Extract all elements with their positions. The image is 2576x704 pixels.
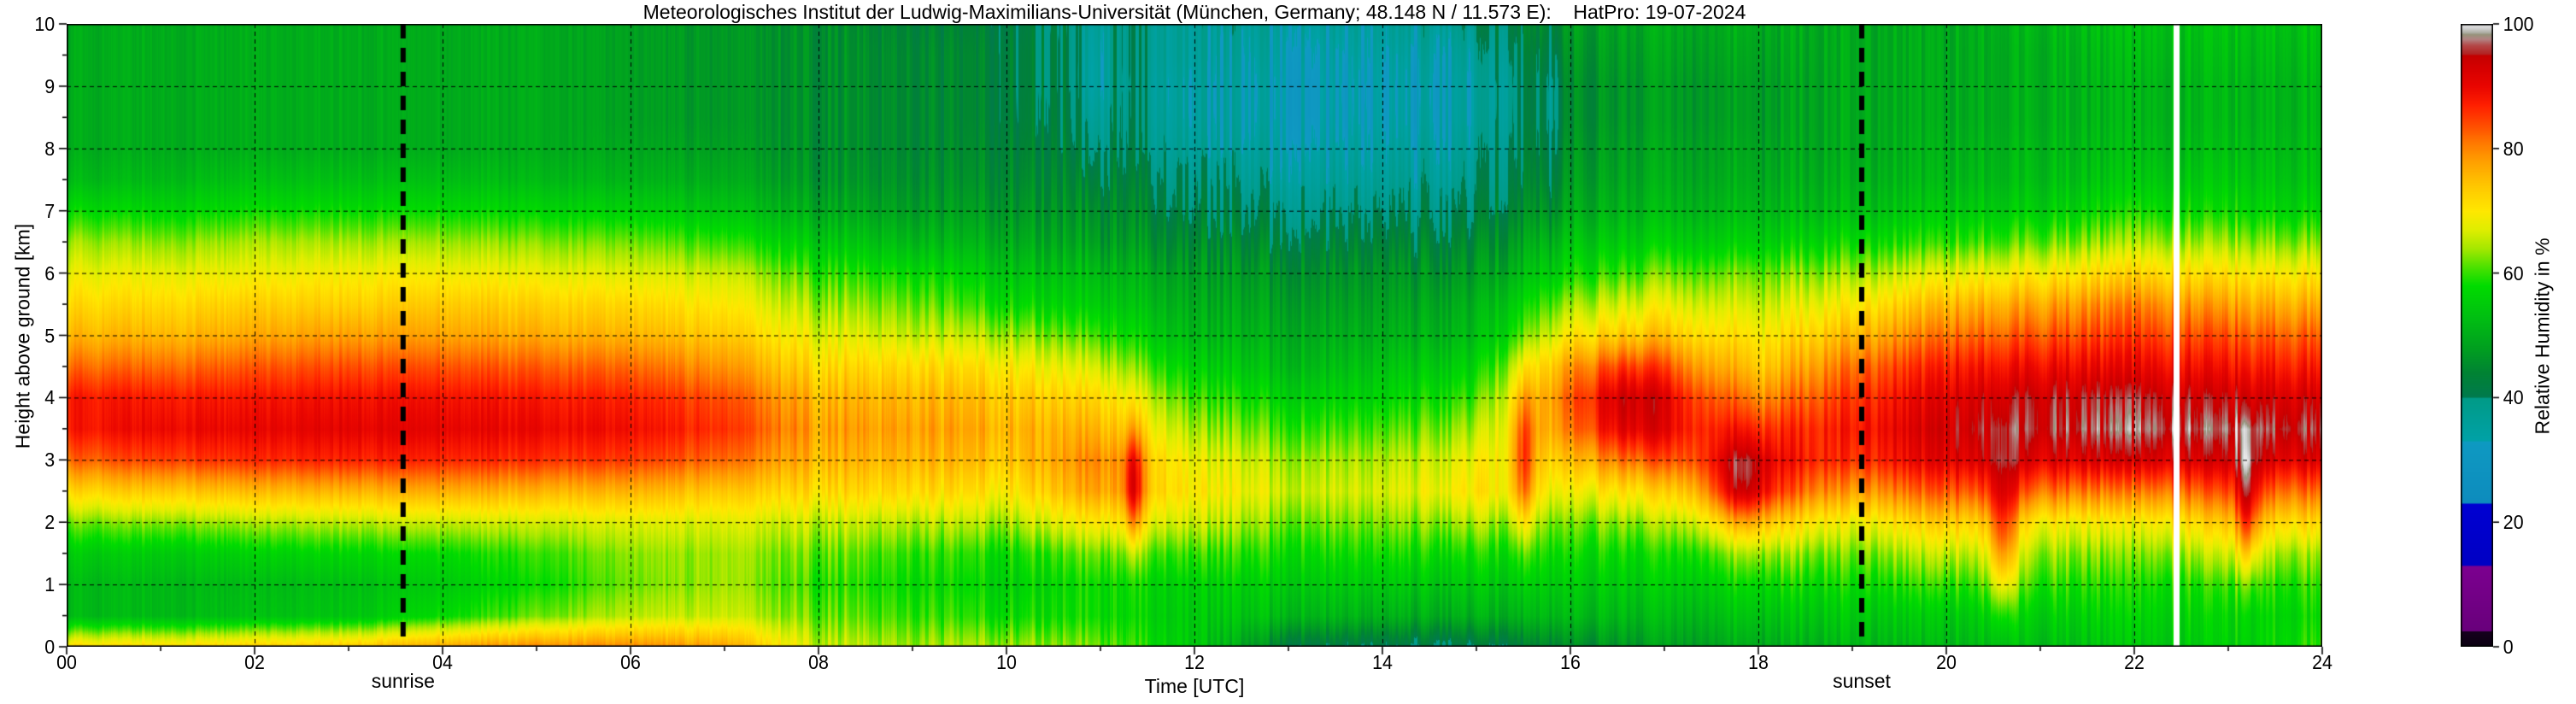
colorbar-tick-label-40: 40 [2503,386,2524,409]
sunrise-annotation: sunrise [371,670,435,692]
colorbar-gradient-canvas [2461,24,2493,647]
colorbar-tick-label-60: 60 [2503,261,2524,285]
colorbar-tick-label-100: 100 [2503,13,2534,35]
x-tick-label-12: 12 [1184,651,1205,673]
y-tick-label-5: 5 [44,324,56,347]
colorbar-tick-label-0: 0 [2503,636,2514,658]
x-axis-label: Time [UTC] [1144,675,1245,697]
x-tick-label-14: 14 [1372,651,1393,673]
x-tick-label-18: 18 [1748,651,1769,673]
x-tick-label-16: 16 [1560,651,1581,673]
y-tick-label-10: 10 [34,13,56,35]
y-tick-label-4: 4 [44,386,56,409]
y-tick-label-0: 0 [44,636,56,658]
x-tick-label-00: 00 [56,651,77,673]
y-tick-label-2: 2 [44,511,56,534]
chart-title: Meteorologisches Institut der Ludwig-Max… [643,1,1746,23]
colorbar-label: Relative Humidity in % [2531,238,2554,435]
x-tick-label-22: 22 [2124,651,2145,673]
x-tick-label-06: 06 [620,651,641,673]
y-tick-label-8: 8 [44,137,56,160]
y-tick-label-6: 6 [44,261,56,285]
x-tick-label-02: 02 [244,651,265,673]
y-tick-label-7: 7 [44,199,56,222]
colorbar-tick-label-20: 20 [2503,511,2524,534]
y-tick-label-1: 1 [44,573,56,596]
y-tick-label-3: 3 [44,449,56,472]
x-tick-label-10: 10 [996,651,1017,673]
y-tick-label-9: 9 [44,74,56,97]
x-tick-label-24: 24 [2312,651,2332,673]
humidity-heatmap-canvas [67,24,2322,647]
colorbar-tick-label-80: 80 [2503,137,2524,160]
sunset-annotation: sunset [1833,670,1891,692]
x-tick-label-08: 08 [808,651,829,673]
x-tick-label-20: 20 [1936,651,1957,673]
x-tick-label-04: 04 [432,651,453,673]
